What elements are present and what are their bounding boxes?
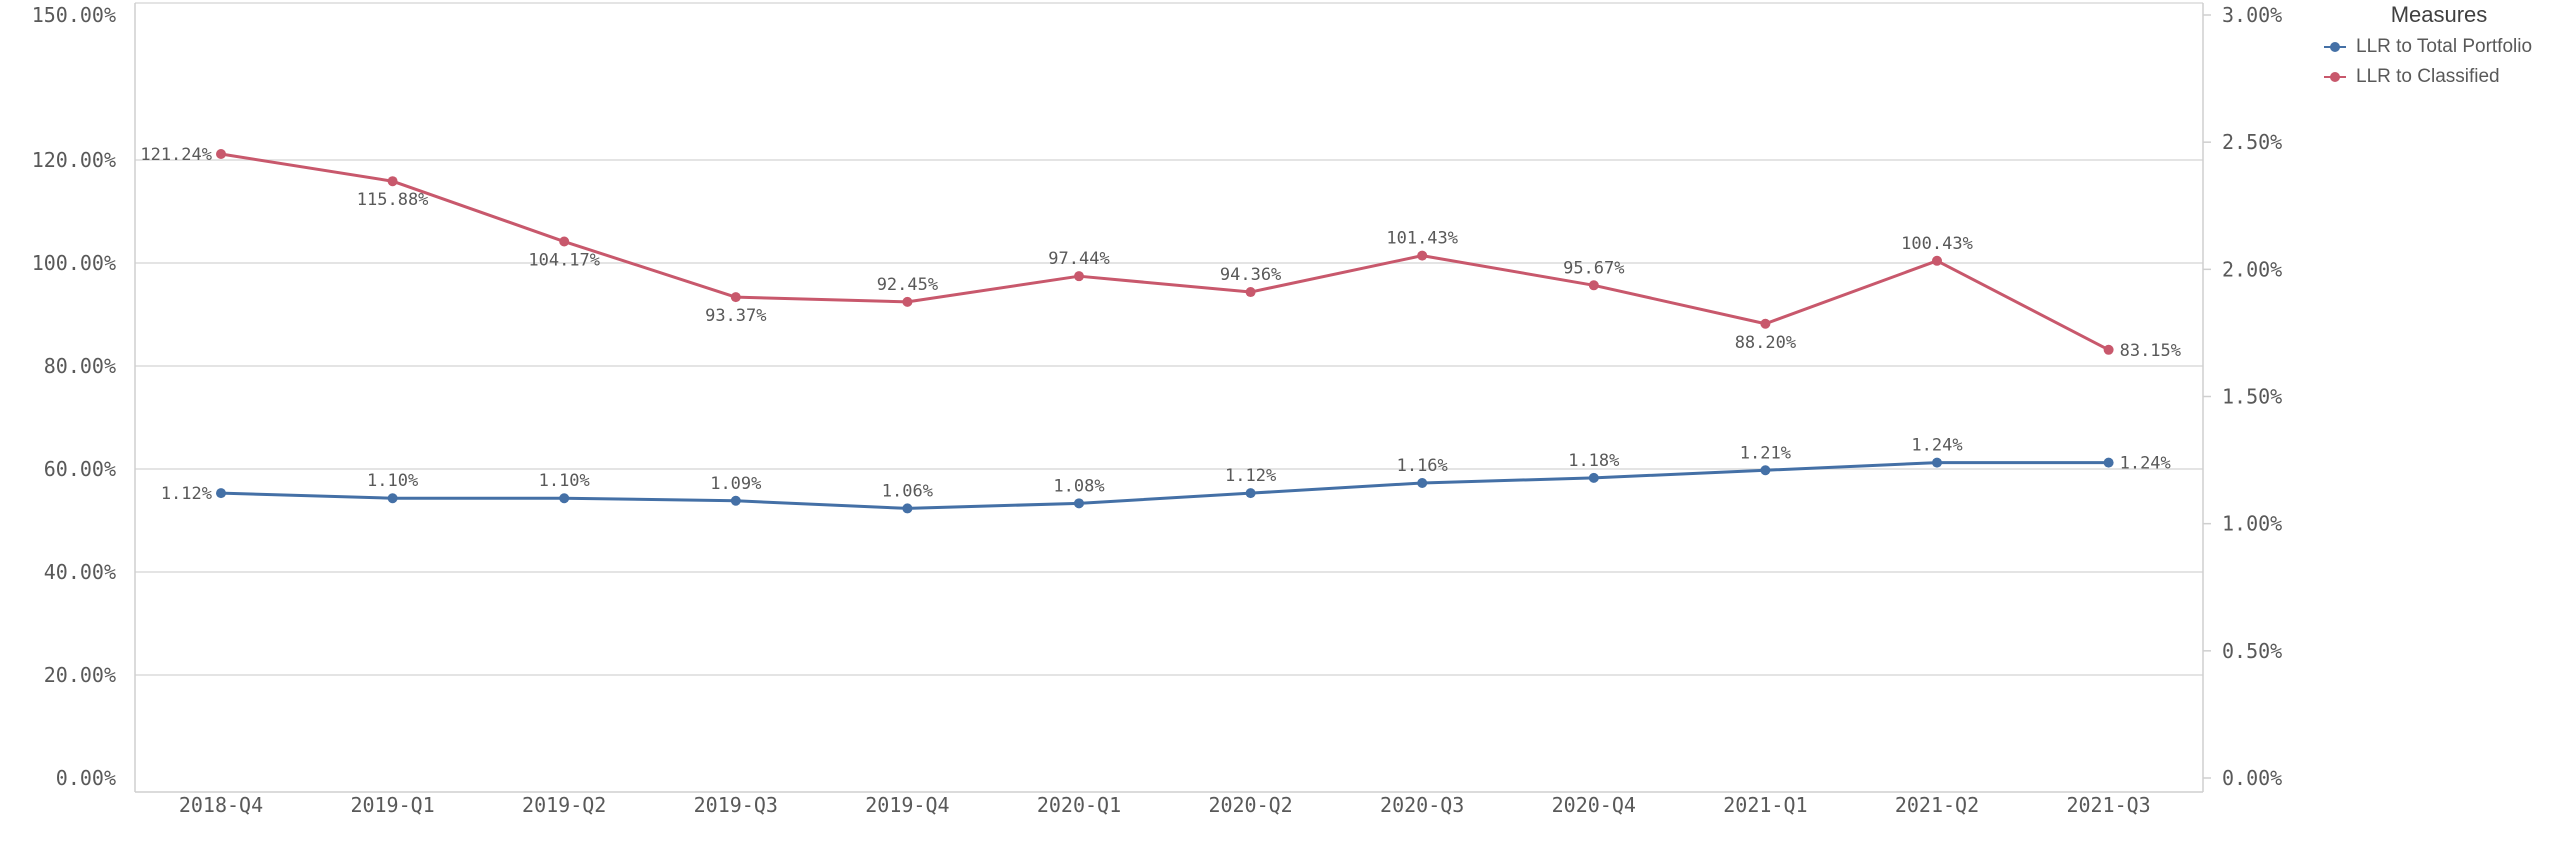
data-point[interactable] — [902, 503, 913, 514]
legend-label: LLR to Total Portfolio — [2356, 36, 2533, 57]
data-point[interactable] — [387, 493, 398, 504]
line-chart: 0.00% 20.00% 40.00% 60.00% 80.00% 100.00% 120.… — [32, 2, 2282, 817]
legend-swatch-icon — [2324, 40, 2346, 54]
right-axis-tick-label: 0.50% — [2222, 639, 2282, 663]
x-axis-tick-label: 2019-Q1 — [350, 793, 434, 817]
data-point[interactable] — [216, 488, 226, 499]
left-axis-tick-label: 0.00% — [56, 766, 116, 790]
data-point[interactable] — [730, 495, 741, 506]
data-label: 97.44% — [1048, 249, 1109, 269]
left-axis-ticks: 0.00% 20.00% 40.00% 60.00% 80.00% 100.00% 120.… — [32, 3, 116, 790]
data-label: 88.20% — [1735, 333, 1796, 353]
data-label: 1.12% — [1225, 466, 1276, 486]
right-axis-tick-label: 0.00% — [2222, 766, 2282, 790]
data-label: 83.15% — [2120, 341, 2181, 361]
left-axis-tick-label: 150.00% — [32, 3, 116, 27]
x-axis-tick-label: 2020-Q3 — [1380, 793, 1464, 817]
data-point[interactable] — [559, 236, 570, 247]
data-label: 1.18% — [1568, 451, 1619, 471]
data-point[interactable] — [1932, 457, 1942, 468]
series-line — [220, 152, 2110, 352]
data-label: 104.17% — [528, 251, 600, 271]
data-point[interactable] — [559, 493, 570, 504]
data-point[interactable] — [1932, 255, 1942, 266]
axes — [134, 2, 2204, 793]
data-label: 1.06% — [882, 481, 933, 501]
series-group: 1.12% 1.10% 1.10% 1.09% 1.06% 1.08% 1.12% 1.16%… — [140, 145, 2181, 514]
data-point[interactable] — [1760, 465, 1771, 476]
data-label: 93.37% — [705, 306, 766, 326]
data-point[interactable] — [387, 176, 398, 187]
data-point[interactable] — [1245, 488, 1256, 499]
series-llr-total-portfolio: 1.12% 1.10% 1.10% 1.09% 1.06% 1.08% 1.12% 1.16%… — [161, 436, 2171, 514]
data-label: 95.67% — [1563, 258, 1624, 278]
series-llr-classified: 121.24% 115.88% 104.17% 93.37% 92.45% 97.44% 9… — [140, 145, 2181, 361]
data-label: 1.24% — [2120, 454, 2171, 474]
data-label: 94.36% — [1220, 265, 1281, 285]
x-axis-tick-label: 2020-Q4 — [1552, 793, 1636, 817]
data-label: 1.21% — [1740, 443, 1791, 463]
data-point[interactable] — [216, 149, 226, 160]
data-point[interactable] — [1588, 472, 1599, 483]
data-point[interactable] — [1417, 250, 1428, 261]
series-line — [220, 461, 2109, 510]
data-label: 115.88% — [357, 190, 429, 210]
x-axis-tick-label: 2021-Q3 — [2066, 793, 2150, 817]
data-label: 1.08% — [1053, 476, 1104, 496]
data-label: 1.12% — [161, 484, 212, 504]
data-label: 1.24% — [1911, 436, 1962, 456]
legend-item-llr-classified[interactable]: LLR to Classified — [2324, 66, 2560, 88]
left-axis-tick-label: 40.00% — [44, 560, 116, 584]
data-point[interactable] — [1074, 498, 1084, 509]
right-axis-tick-label: 3.00% — [2222, 3, 2282, 27]
left-axis-tick-label: 60.00% — [44, 457, 116, 481]
data-point[interactable] — [2103, 344, 2114, 355]
right-axis-tick-label: 2.50% — [2222, 130, 2282, 154]
data-label: 1.16% — [1397, 456, 1448, 476]
x-axis-tick-label: 2020-Q1 — [1037, 793, 1121, 817]
right-axis-tick-label: 2.00% — [2222, 257, 2282, 281]
legend-title: Measures — [2390, 2, 2488, 27]
x-axis-ticks: 2018-Q4 2019-Q1 2019-Q2 2019-Q3 2019-Q4 2020-… — [179, 793, 2151, 817]
data-label: 100.43% — [1901, 234, 1973, 254]
x-axis-tick-label: 2019-Q3 — [694, 793, 778, 817]
left-axis-tick-label: 80.00% — [44, 354, 116, 378]
legend-label: LLR to Classified — [2356, 66, 2500, 87]
right-axis-tick-label: 1.00% — [2222, 512, 2282, 536]
left-axis-tick-label: 100.00% — [32, 251, 116, 275]
data-label: 121.24% — [140, 145, 212, 165]
right-axis-tick-label: 1.50% — [2222, 385, 2282, 409]
left-axis-tick-label: 20.00% — [44, 663, 116, 687]
x-axis-tick-label: 2018-Q4 — [179, 793, 263, 817]
data-label: 101.43% — [1386, 229, 1458, 249]
data-point[interactable] — [1074, 271, 1084, 282]
data-point[interactable] — [730, 292, 741, 303]
right-axis-ticks: 0.00% 0.50% 1.00% 1.50% 2.00% 2.50% 3.00% — [2203, 3, 2282, 790]
data-label: 1.09% — [710, 474, 761, 494]
legend[interactable]: Measures LLR to Total Portfolio LLR to C… — [2318, 0, 2560, 88]
x-axis-tick-label: 2021-Q1 — [1723, 793, 1807, 817]
data-label: 1.10% — [367, 471, 418, 491]
data-point[interactable] — [1760, 318, 1771, 329]
data-label: 1.10% — [539, 471, 590, 491]
data-point[interactable] — [1588, 280, 1599, 291]
x-axis-tick-label: 2019-Q2 — [522, 793, 606, 817]
data-point[interactable] — [1245, 287, 1256, 298]
data-label: 92.45% — [877, 275, 938, 295]
data-point[interactable] — [2103, 457, 2114, 468]
x-axis-tick-label: 2019-Q4 — [865, 793, 949, 817]
legend-item-llr-total-portfolio[interactable]: LLR to Total Portfolio — [2324, 36, 2560, 58]
x-axis-tick-label: 2020-Q2 — [1208, 793, 1292, 817]
legend-swatch-icon — [2324, 70, 2346, 84]
gridlines — [135, 159, 2203, 676]
left-axis-tick-label: 120.00% — [32, 148, 116, 172]
data-point[interactable] — [902, 296, 913, 307]
data-point[interactable] — [1417, 477, 1428, 488]
x-axis-tick-label: 2021-Q2 — [1895, 793, 1979, 817]
